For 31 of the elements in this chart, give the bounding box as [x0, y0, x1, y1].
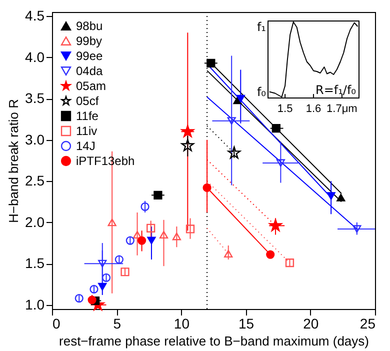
y-axis-title: H−band break ratio R: [6, 99, 22, 223]
x-tick-label: 1.5: [277, 103, 293, 115]
x-tick-label: 20: [303, 316, 319, 332]
y-tick-label: 2.0: [25, 214, 45, 230]
y-tick-label: 3.5: [25, 90, 45, 106]
y-tick-label: 2.5: [25, 172, 45, 189]
legend-label: 14J: [76, 139, 96, 153]
legend-label: 11fe: [76, 109, 99, 123]
x-tick-label: 5: [113, 316, 122, 332]
y-tick-label: 1.5: [25, 255, 45, 272]
x-axis-title: rest−frame phase relative to B−band maximum (days): [59, 334, 369, 348]
x-tick-label: 1.6: [306, 103, 322, 115]
x-tick-label: 15: [238, 316, 254, 332]
y-tick-label: 3.0: [25, 131, 45, 148]
annotation: f₀: [256, 85, 266, 99]
legend-label: 99ee: [76, 49, 104, 63]
y-tick-label: 1.0: [25, 296, 45, 312]
legend-label: 99by: [76, 34, 102, 48]
legend-label: 05am: [76, 79, 106, 93]
x-tick-label: 25: [360, 316, 376, 332]
x-tick-label: 0: [52, 316, 60, 332]
y-tick-label: 4.5: [25, 8, 45, 24]
x-tick-label: 1.7μm: [326, 103, 358, 115]
legend-label: 04da: [76, 64, 104, 78]
annotation: R=f₁/f₀: [315, 83, 356, 97]
legend-label: 11iv: [76, 124, 98, 138]
annotation: f₁: [256, 20, 266, 34]
legend-label: 05cf: [76, 94, 100, 108]
x-tick-label: 10: [174, 316, 190, 332]
y-tick-label: 4.0: [25, 48, 45, 65]
legend-label: 98bu: [76, 19, 103, 33]
